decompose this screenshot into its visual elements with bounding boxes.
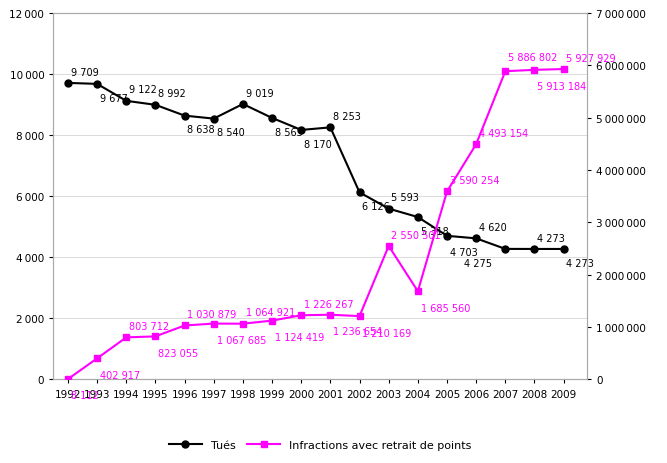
Text: 8 170: 8 170 (304, 139, 331, 149)
Text: 3 590 254: 3 590 254 (450, 176, 500, 186)
Infractions avec retrait de points (181, 323, 189, 329)
Text: 1 236 654: 1 236 654 (333, 326, 382, 337)
Text: 4 620: 4 620 (479, 223, 507, 232)
Text: 1 067 685: 1 067 685 (217, 335, 266, 345)
Text: 8 112: 8 112 (71, 391, 99, 400)
Infractions avec retrait de points (297, 313, 305, 319)
Tués (414, 215, 422, 220)
Infractions avec retrait de points (385, 244, 393, 249)
Tués (239, 102, 247, 107)
Text: 9 019: 9 019 (245, 88, 273, 99)
Infractions avec retrait de points (356, 313, 364, 319)
Infractions avec retrait de points (64, 376, 72, 382)
Text: 8 992: 8 992 (158, 89, 186, 99)
Tués (356, 190, 364, 196)
Infractions avec retrait de points (560, 67, 568, 73)
Infractions avec retrait de points (502, 69, 510, 75)
Text: 9 709: 9 709 (71, 68, 99, 77)
Text: 6 126: 6 126 (362, 201, 390, 212)
Text: 803 712: 803 712 (129, 321, 169, 332)
Text: 8 540: 8 540 (217, 128, 244, 138)
Text: 8 253: 8 253 (333, 112, 361, 122)
Text: 1 064 921: 1 064 921 (245, 308, 295, 318)
Infractions avec retrait de points (209, 321, 217, 327)
Tués (560, 247, 568, 252)
Legend: Tués, Infractions avec retrait de points: Tués, Infractions avec retrait de points (164, 436, 476, 455)
Text: 2 550 501: 2 550 501 (392, 230, 441, 240)
Line: Infractions avec retrait de points: Infractions avec retrait de points (65, 67, 567, 383)
Tués (530, 247, 538, 252)
Text: 8 638: 8 638 (187, 125, 215, 135)
Infractions avec retrait de points (151, 334, 159, 339)
Infractions avec retrait de points (122, 335, 130, 340)
Line: Tués: Tués (65, 80, 567, 253)
Text: 1 030 879: 1 030 879 (187, 309, 237, 319)
Text: 9 677: 9 677 (100, 94, 128, 103)
Text: 1 124 419: 1 124 419 (275, 332, 324, 342)
Tués (93, 82, 101, 88)
Infractions avec retrait de points (326, 312, 334, 318)
Text: 1 226 267: 1 226 267 (304, 299, 354, 309)
Tués (472, 236, 480, 242)
Infractions avec retrait de points (239, 321, 247, 327)
Tués (268, 116, 276, 121)
Text: 5 927 929: 5 927 929 (566, 54, 616, 63)
Text: 5 318: 5 318 (421, 226, 448, 236)
Text: 8 563: 8 563 (275, 127, 303, 137)
Tués (64, 81, 72, 87)
Infractions avec retrait de points (530, 68, 538, 74)
Tués (181, 113, 189, 119)
Infractions avec retrait de points (93, 356, 101, 362)
Text: 5 593: 5 593 (392, 193, 420, 203)
Infractions avec retrait de points (414, 289, 422, 294)
Text: 4 275: 4 275 (464, 258, 492, 268)
Text: 5 913 184: 5 913 184 (537, 82, 586, 92)
Text: 823 055: 823 055 (158, 348, 199, 358)
Text: 4 703: 4 703 (450, 248, 478, 258)
Tués (326, 125, 334, 131)
Text: 402 917: 402 917 (100, 370, 140, 380)
Tués (443, 233, 451, 239)
Text: 4 493 154: 4 493 154 (479, 129, 528, 138)
Tués (385, 206, 393, 212)
Text: 1 685 560: 1 685 560 (421, 303, 470, 313)
Tués (502, 247, 510, 252)
Text: 1 210 169: 1 210 169 (362, 328, 412, 338)
Infractions avec retrait de points (443, 189, 451, 195)
Tués (151, 103, 159, 108)
Text: 5 886 802: 5 886 802 (508, 53, 558, 63)
Text: 4 273: 4 273 (537, 233, 565, 243)
Text: 4 273: 4 273 (566, 258, 594, 268)
Text: 9 122: 9 122 (129, 85, 157, 95)
Tués (297, 128, 305, 133)
Infractions avec retrait de points (268, 318, 276, 324)
Infractions avec retrait de points (472, 142, 480, 148)
Tués (209, 117, 217, 122)
Tués (122, 99, 130, 104)
